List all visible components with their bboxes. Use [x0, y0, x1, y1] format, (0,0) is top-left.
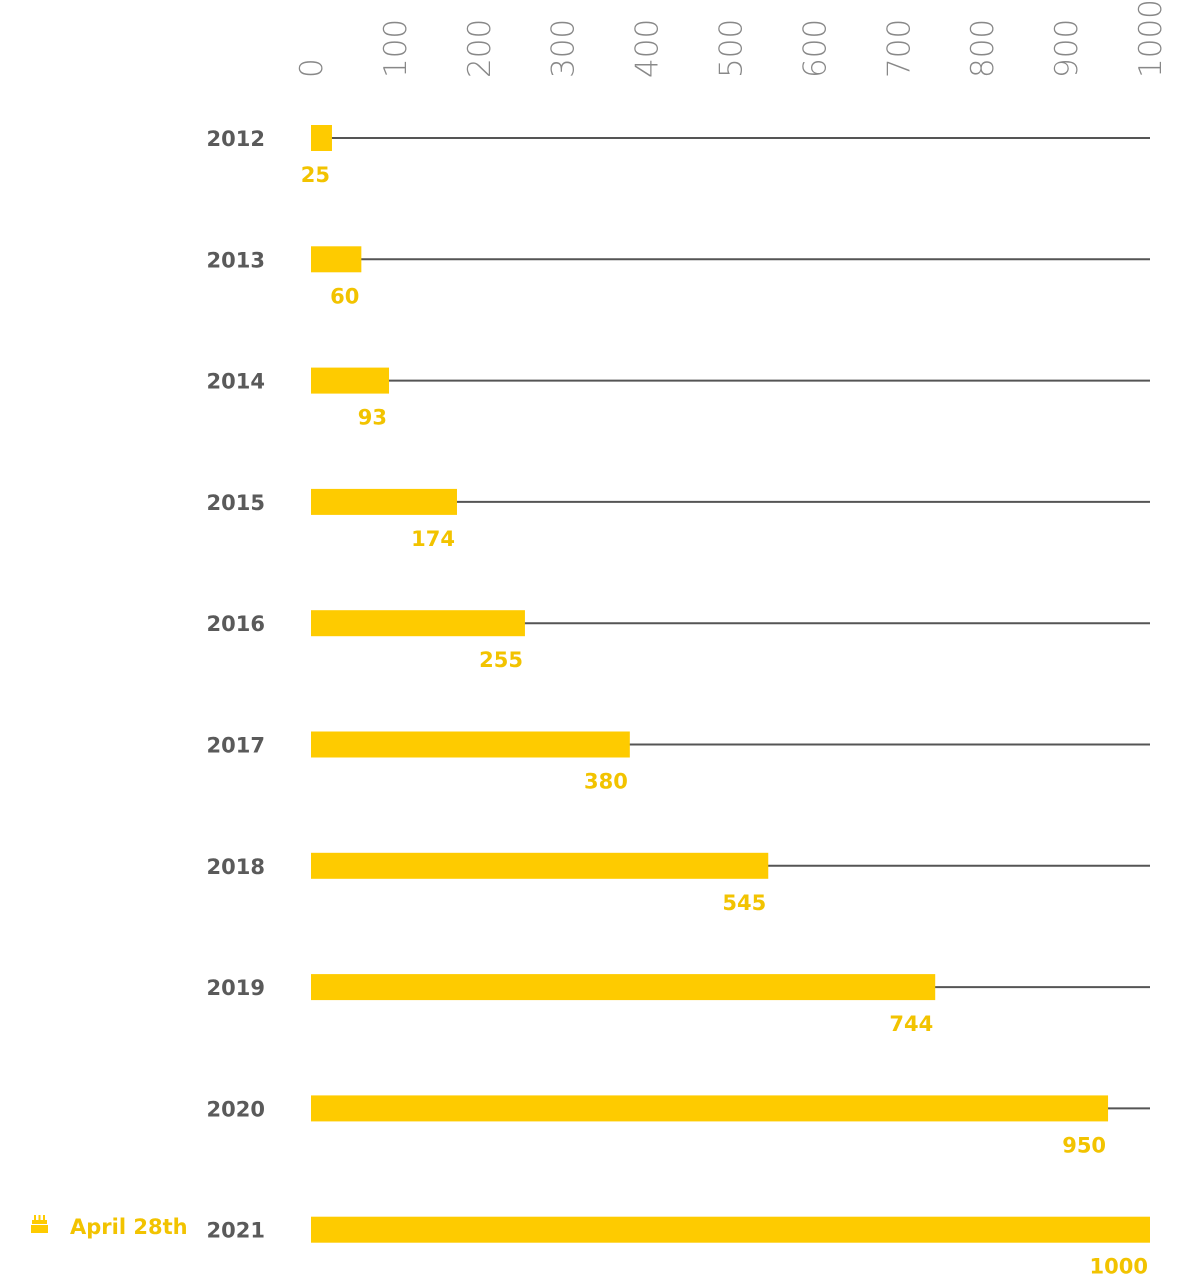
category-label: 2012 [207, 127, 265, 151]
category-label: 2014 [207, 370, 265, 394]
chart-row: 2012 25 [207, 125, 1150, 187]
bar [311, 1216, 1150, 1243]
category-label: 2013 [207, 248, 265, 272]
x-tick-label: 300 [546, 19, 582, 78]
value-label: 744 [889, 1012, 933, 1036]
x-axis-ticks: 0 100 200 300 400 500 600 700 800 900 1000 [294, 0, 1169, 78]
x-tick-label: 400 [630, 19, 666, 78]
chart-row: 2021 1000 [207, 1216, 1150, 1279]
bar [311, 246, 362, 273]
chart-row: 2017 380 [207, 731, 1150, 794]
x-tick-label: 900 [1049, 19, 1085, 78]
value-label: 380 [584, 770, 628, 794]
bar [311, 125, 332, 151]
bar [311, 1095, 1109, 1122]
value-label: 25 [301, 163, 330, 187]
value-label: 174 [411, 527, 455, 551]
chart-row: 2015 174 [207, 488, 1150, 551]
chart-row: 2013 60 [207, 246, 1150, 308]
chart-row: 2020 950 [207, 1095, 1150, 1157]
value-label: 545 [722, 891, 766, 915]
annotation-label: April 28th [70, 1215, 188, 1239]
annotation-2021: April 28th [31, 1215, 188, 1239]
category-label: 2021 [207, 1219, 265, 1243]
x-tick-label: 200 [462, 19, 498, 78]
value-label: 60 [330, 284, 359, 308]
category-label: 2020 [207, 1097, 265, 1121]
x-tick-label: 100 [378, 19, 414, 78]
chart-row: 2018 545 [207, 852, 1150, 915]
bar [311, 974, 936, 1001]
category-label: 2017 [207, 734, 265, 758]
category-label: 2015 [207, 491, 265, 515]
bar [311, 488, 457, 515]
bar [311, 367, 390, 394]
category-label: 2018 [207, 855, 265, 879]
x-tick-label: 0 [294, 58, 330, 78]
category-label: 2016 [207, 612, 265, 636]
chart-row: 2016 255 [207, 610, 1150, 672]
chart-row: 2019 744 [207, 974, 1150, 1036]
x-tick-label: 600 [797, 19, 833, 78]
x-tick-label: 700 [881, 19, 917, 78]
birthday-cake-icon [31, 1215, 48, 1233]
category-label: 2019 [207, 976, 265, 1000]
x-tick-label: 800 [965, 19, 1001, 78]
bar [311, 610, 525, 637]
chart-row: 2014 93 [207, 367, 1150, 430]
value-label: 1000 [1090, 1255, 1148, 1279]
x-tick-label: 500 [714, 19, 750, 78]
value-label: 950 [1062, 1133, 1106, 1157]
bar [311, 852, 769, 879]
chart-rows: 2012252013602014932015174201625520173802… [207, 125, 1150, 1279]
value-label: 93 [358, 406, 387, 430]
value-label: 255 [479, 648, 523, 672]
bar [311, 731, 630, 758]
x-tick-label: 1000 [1133, 0, 1169, 78]
